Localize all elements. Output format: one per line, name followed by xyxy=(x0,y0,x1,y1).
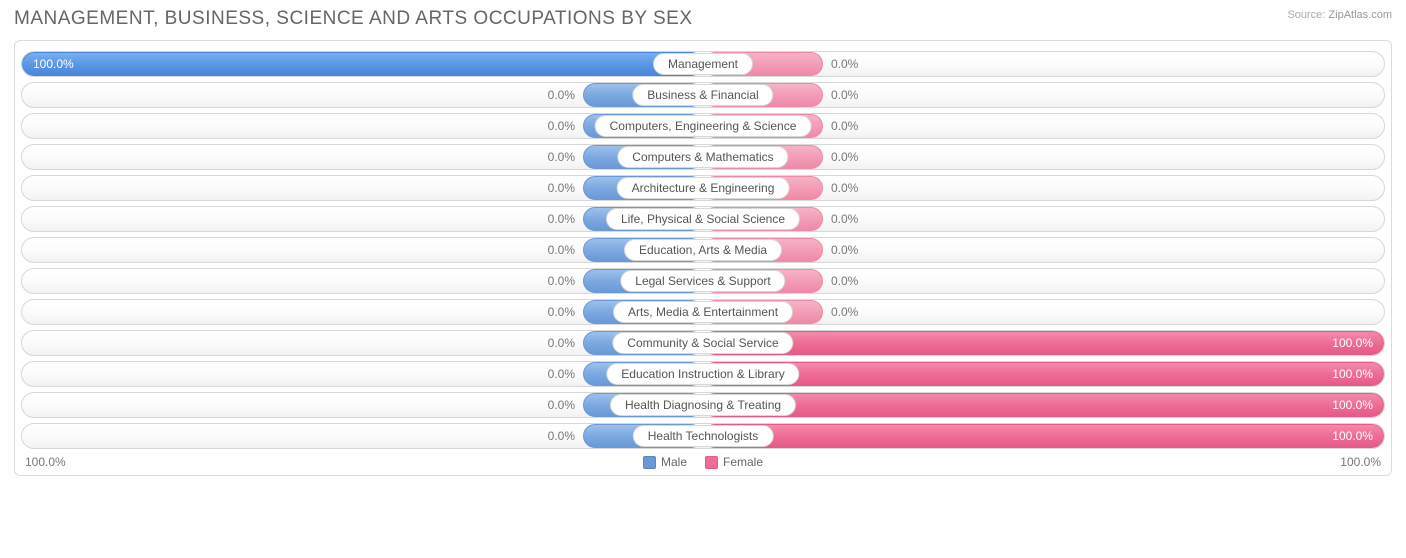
bar-row: 0.0% 0.0% Business & Financial xyxy=(21,82,1385,108)
bar-row: 0.0% 100.0% Education Instruction & Librar… xyxy=(21,361,1385,387)
male-pct: 0.0% xyxy=(540,119,583,133)
axis-left-label: 100.0% xyxy=(25,455,66,469)
bar-row: 0.0% 100.0% Health Diagnosing & Treating xyxy=(21,392,1385,418)
female-half: 0.0% xyxy=(703,207,1384,231)
bar-row: 0.0% 0.0% Legal Services & Support xyxy=(21,268,1385,294)
diverging-bar-chart: 100.0% 0.0% Management 0.0% 0.0% Business & F… xyxy=(14,40,1392,476)
category-label: Business & Financial xyxy=(632,84,773,106)
female-half: 0.0% xyxy=(703,300,1384,324)
bar-row: 0.0% 100.0% Health Technologists xyxy=(21,423,1385,449)
female-bar: 100.0% xyxy=(703,331,1384,355)
chart-footer: 100.0% Male Female 100.0% xyxy=(21,455,1385,469)
male-half: 0.0% xyxy=(22,269,703,293)
male-half: 0.0% xyxy=(22,207,703,231)
female-bar: 100.0% xyxy=(703,424,1384,448)
bar-row: 0.0% 0.0% Architecture & Engineering xyxy=(21,175,1385,201)
female-pct: 100.0% xyxy=(1332,367,1373,381)
male-half: 0.0% xyxy=(22,300,703,324)
female-half: 100.0% xyxy=(703,362,1384,386)
source-label: Source: xyxy=(1287,9,1325,21)
male-half: 0.0% xyxy=(22,393,703,417)
category-label: Health Technologists xyxy=(633,425,774,447)
male-half: 0.0% xyxy=(22,145,703,169)
female-bar: 100.0% xyxy=(703,362,1384,386)
legend-male: Male xyxy=(643,455,687,469)
male-half: 0.0% xyxy=(22,331,703,355)
female-half: 0.0% xyxy=(703,176,1384,200)
legend: Male Female xyxy=(643,455,763,469)
category-label: Health Diagnosing & Treating xyxy=(610,394,796,416)
male-swatch-icon xyxy=(643,456,656,469)
female-pct: 0.0% xyxy=(823,274,866,288)
female-pct: 0.0% xyxy=(823,150,866,164)
male-pct: 0.0% xyxy=(540,181,583,195)
bar-row: 0.0% 0.0% Arts, Media & Entertainment xyxy=(21,299,1385,325)
category-label: Life, Physical & Social Science xyxy=(606,208,800,230)
category-label: Computers & Mathematics xyxy=(617,146,788,168)
male-bar: 100.0% xyxy=(22,52,703,76)
category-label: Arts, Media & Entertainment xyxy=(613,301,793,323)
male-half: 100.0% xyxy=(22,52,703,76)
male-half: 0.0% xyxy=(22,424,703,448)
male-pct: 0.0% xyxy=(540,274,583,288)
category-label: Architecture & Engineering xyxy=(617,177,790,199)
legend-female: Female xyxy=(705,455,763,469)
female-pct: 0.0% xyxy=(823,88,866,102)
male-half: 0.0% xyxy=(22,362,703,386)
female-half: 0.0% xyxy=(703,145,1384,169)
category-label: Community & Social Service xyxy=(612,332,793,354)
female-bar: 100.0% xyxy=(703,393,1384,417)
category-label: Education, Arts & Media xyxy=(624,239,782,261)
chart-title: MANAGEMENT, BUSINESS, SCIENCE AND ARTS O… xyxy=(14,8,693,30)
female-half: 100.0% xyxy=(703,393,1384,417)
category-label: Legal Services & Support xyxy=(620,270,785,292)
male-pct: 0.0% xyxy=(540,243,583,257)
legend-male-label: Male xyxy=(661,455,687,469)
bar-row: 0.0% 0.0% Life, Physical & Social Science xyxy=(21,206,1385,232)
male-half: 0.0% xyxy=(22,238,703,262)
female-pct: 0.0% xyxy=(823,243,866,257)
female-half: 100.0% xyxy=(703,424,1384,448)
female-half: 0.0% xyxy=(703,52,1384,76)
male-pct: 0.0% xyxy=(540,367,583,381)
female-half: 0.0% xyxy=(703,269,1384,293)
bar-row: 100.0% 0.0% Management xyxy=(21,51,1385,77)
bar-row: 0.0% 0.0% Computers & Mathematics xyxy=(21,144,1385,170)
female-half: 100.0% xyxy=(703,331,1384,355)
female-pct: 0.0% xyxy=(823,181,866,195)
male-pct: 0.0% xyxy=(540,305,583,319)
female-pct: 0.0% xyxy=(823,119,866,133)
male-pct: 100.0% xyxy=(33,57,74,71)
male-pct: 0.0% xyxy=(540,429,583,443)
chart-rows: 100.0% 0.0% Management 0.0% 0.0% Business & F… xyxy=(21,51,1385,449)
male-pct: 0.0% xyxy=(540,336,583,350)
female-swatch-icon xyxy=(705,456,718,469)
chart-header: MANAGEMENT, BUSINESS, SCIENCE AND ARTS O… xyxy=(14,8,1392,30)
source-value: ZipAtlas.com xyxy=(1328,9,1392,21)
axis-right-label: 100.0% xyxy=(1340,455,1381,469)
male-half: 0.0% xyxy=(22,83,703,107)
bar-row: 0.0% 0.0% Education, Arts & Media xyxy=(21,237,1385,263)
source-attribution: Source: ZipAtlas.com xyxy=(1287,8,1392,22)
legend-female-label: Female xyxy=(723,455,763,469)
female-pct: 0.0% xyxy=(823,305,866,319)
category-label: Management xyxy=(653,53,753,75)
female-pct: 100.0% xyxy=(1332,336,1373,350)
male-pct: 0.0% xyxy=(540,150,583,164)
category-label: Computers, Engineering & Science xyxy=(595,115,812,137)
female-pct: 0.0% xyxy=(823,57,866,71)
bar-row: 0.0% 0.0% Computers, Engineering & Science xyxy=(21,113,1385,139)
female-half: 0.0% xyxy=(703,238,1384,262)
male-pct: 0.0% xyxy=(540,88,583,102)
female-pct: 0.0% xyxy=(823,212,866,226)
category-label: Education Instruction & Library xyxy=(606,363,799,385)
bar-row: 0.0% 100.0% Community & Social Service xyxy=(21,330,1385,356)
female-pct: 100.0% xyxy=(1332,429,1373,443)
male-pct: 0.0% xyxy=(540,212,583,226)
female-pct: 100.0% xyxy=(1332,398,1373,412)
female-half: 0.0% xyxy=(703,83,1384,107)
male-half: 0.0% xyxy=(22,176,703,200)
male-pct: 0.0% xyxy=(540,398,583,412)
